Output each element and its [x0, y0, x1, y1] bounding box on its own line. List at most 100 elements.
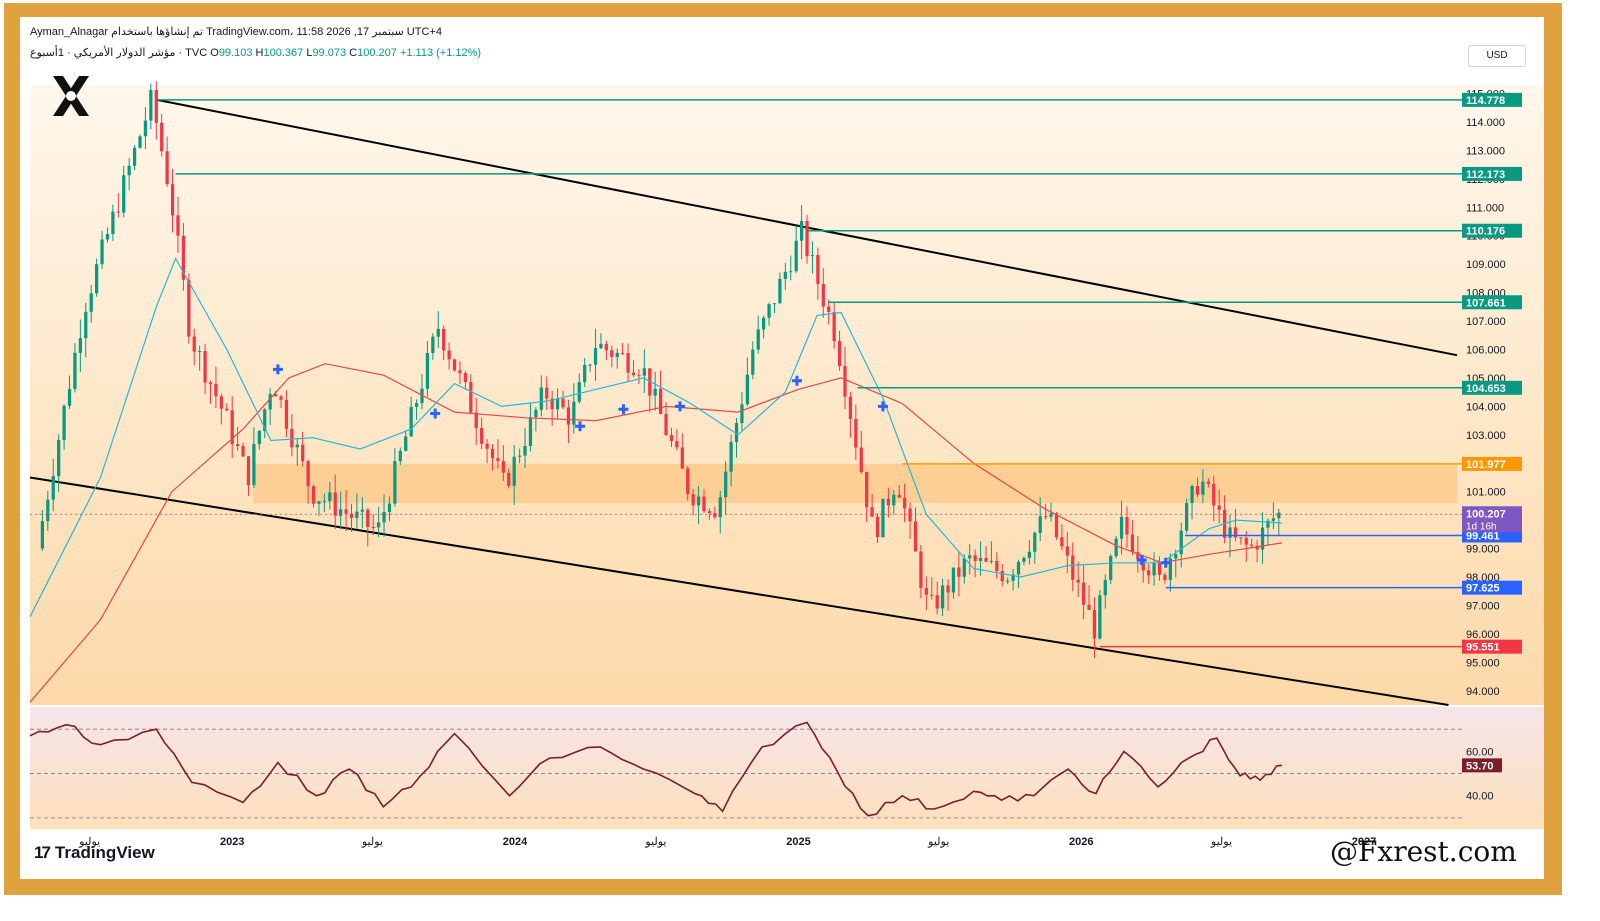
high-label: H [255, 47, 264, 59]
ma-fast-line [29, 257, 1282, 618]
candle-body [626, 353, 630, 373]
candle-body [490, 448, 495, 459]
candle-body [1179, 530, 1183, 555]
price-tag-label: 114.778 [1466, 95, 1505, 107]
candle-body [805, 220, 809, 257]
rsi-line [29, 721, 1283, 817]
candle-body [691, 494, 695, 506]
candle-body [1049, 513, 1053, 517]
candle-body [409, 406, 413, 437]
candle-body [46, 499, 50, 522]
candle-body [962, 558, 966, 577]
currency-button[interactable]: USD [1468, 45, 1526, 67]
candle-body [111, 211, 115, 235]
ohlc-legend: مؤشر الدولار الأمريكي · 1أسبوع · TVC O99… [30, 46, 481, 59]
candle-body [1098, 595, 1102, 639]
price-axis-tick: 94.000 [1466, 686, 1500, 698]
current-price-tag [1462, 506, 1522, 533]
candle-body [1228, 527, 1232, 538]
candle-body [1071, 555, 1075, 580]
candle-body [1195, 486, 1200, 495]
candle-body [116, 211, 120, 213]
rsi-value-tag [1462, 758, 1502, 773]
price-axis-tick: 111.000 [1466, 202, 1504, 214]
time-axis-tick: 2025 [786, 836, 810, 848]
channel-lower-line [29, 476, 1449, 706]
price-tag [1462, 639, 1522, 654]
candle-body [1011, 574, 1015, 581]
close-value: 100.207 [357, 47, 397, 59]
candle-body [1206, 481, 1210, 484]
candle-body [1152, 563, 1156, 576]
candle-body [875, 516, 880, 538]
candle-body [208, 382, 213, 384]
candle-body [458, 370, 462, 374]
candle-body [599, 343, 603, 349]
candle-body [767, 304, 771, 318]
price-tag [1462, 380, 1522, 395]
candle-body [160, 122, 164, 152]
price-axis-tick: 113.000 [1466, 145, 1505, 157]
candle-body [219, 396, 223, 409]
candle-body [756, 329, 760, 350]
candle-body [122, 175, 126, 213]
candle-body [1076, 579, 1080, 583]
candle-body [295, 444, 299, 448]
candle-body [843, 366, 847, 397]
time-axis-tick: يوليو [361, 836, 383, 848]
cross-marker [1136, 554, 1147, 565]
candle-body [740, 404, 744, 424]
high-value: 100.367 [263, 47, 304, 59]
candle-body [832, 312, 836, 342]
candle-body [442, 328, 446, 351]
candle-body [192, 336, 196, 352]
symbol-label: مؤشر الدولار الأمريكي · 1أسبوع · TVC [30, 47, 208, 59]
candle-body [1033, 532, 1037, 552]
price-tag [1462, 456, 1522, 471]
price-axis-tick: 104.000 [1466, 401, 1506, 413]
low-value: 99.073 [312, 47, 347, 59]
candle-body [816, 255, 820, 284]
candle-body [751, 349, 755, 375]
candle-body [1081, 582, 1086, 605]
candle-body [452, 359, 457, 371]
candle-body [989, 560, 994, 562]
candle-body [995, 560, 999, 572]
price-tag-label: 95.551 [1466, 642, 1500, 654]
price-axis-tick: 109.000 [1466, 259, 1506, 271]
cross-marker [1160, 557, 1171, 568]
cross-marker [272, 364, 283, 375]
candle-body [1157, 563, 1162, 575]
price-tag-label: 112.173 [1466, 169, 1505, 181]
candle-body [534, 409, 538, 418]
candle-body [637, 375, 641, 377]
candle-body [73, 352, 77, 389]
price-axis-tick: 103.000 [1466, 430, 1506, 442]
candle-body [431, 336, 435, 354]
candle-body [420, 388, 424, 404]
candle-body [349, 513, 354, 518]
candle-body [658, 388, 663, 414]
candle-body [496, 458, 500, 462]
price-tag-label: 104.653 [1466, 383, 1506, 395]
candle-body [1168, 558, 1172, 580]
candle-body [485, 443, 489, 449]
candle-body [696, 496, 701, 506]
price-axis-tick: 114.000 [1466, 117, 1505, 129]
chart-info-text: Ayman_Alnagar تم إنشاؤها باستخدام Tradin… [30, 26, 442, 38]
chart-info-line: Ayman_Alnagar تم إنشاؤها باستخدام Tradin… [30, 25, 442, 38]
candle-body [1233, 527, 1238, 538]
candle-body [84, 311, 88, 339]
candle-body [263, 409, 267, 431]
candle-body [897, 494, 901, 498]
candle-body [566, 407, 571, 425]
candle-body [762, 317, 766, 330]
candle-body [946, 585, 950, 593]
candle-body [577, 382, 581, 402]
candle-body [1022, 557, 1026, 562]
candle-body [642, 368, 646, 376]
tradingview-logo-text: TradingView [54, 843, 155, 862]
candle-body [306, 461, 310, 487]
candle-body [772, 303, 777, 305]
candle-body [555, 398, 560, 410]
